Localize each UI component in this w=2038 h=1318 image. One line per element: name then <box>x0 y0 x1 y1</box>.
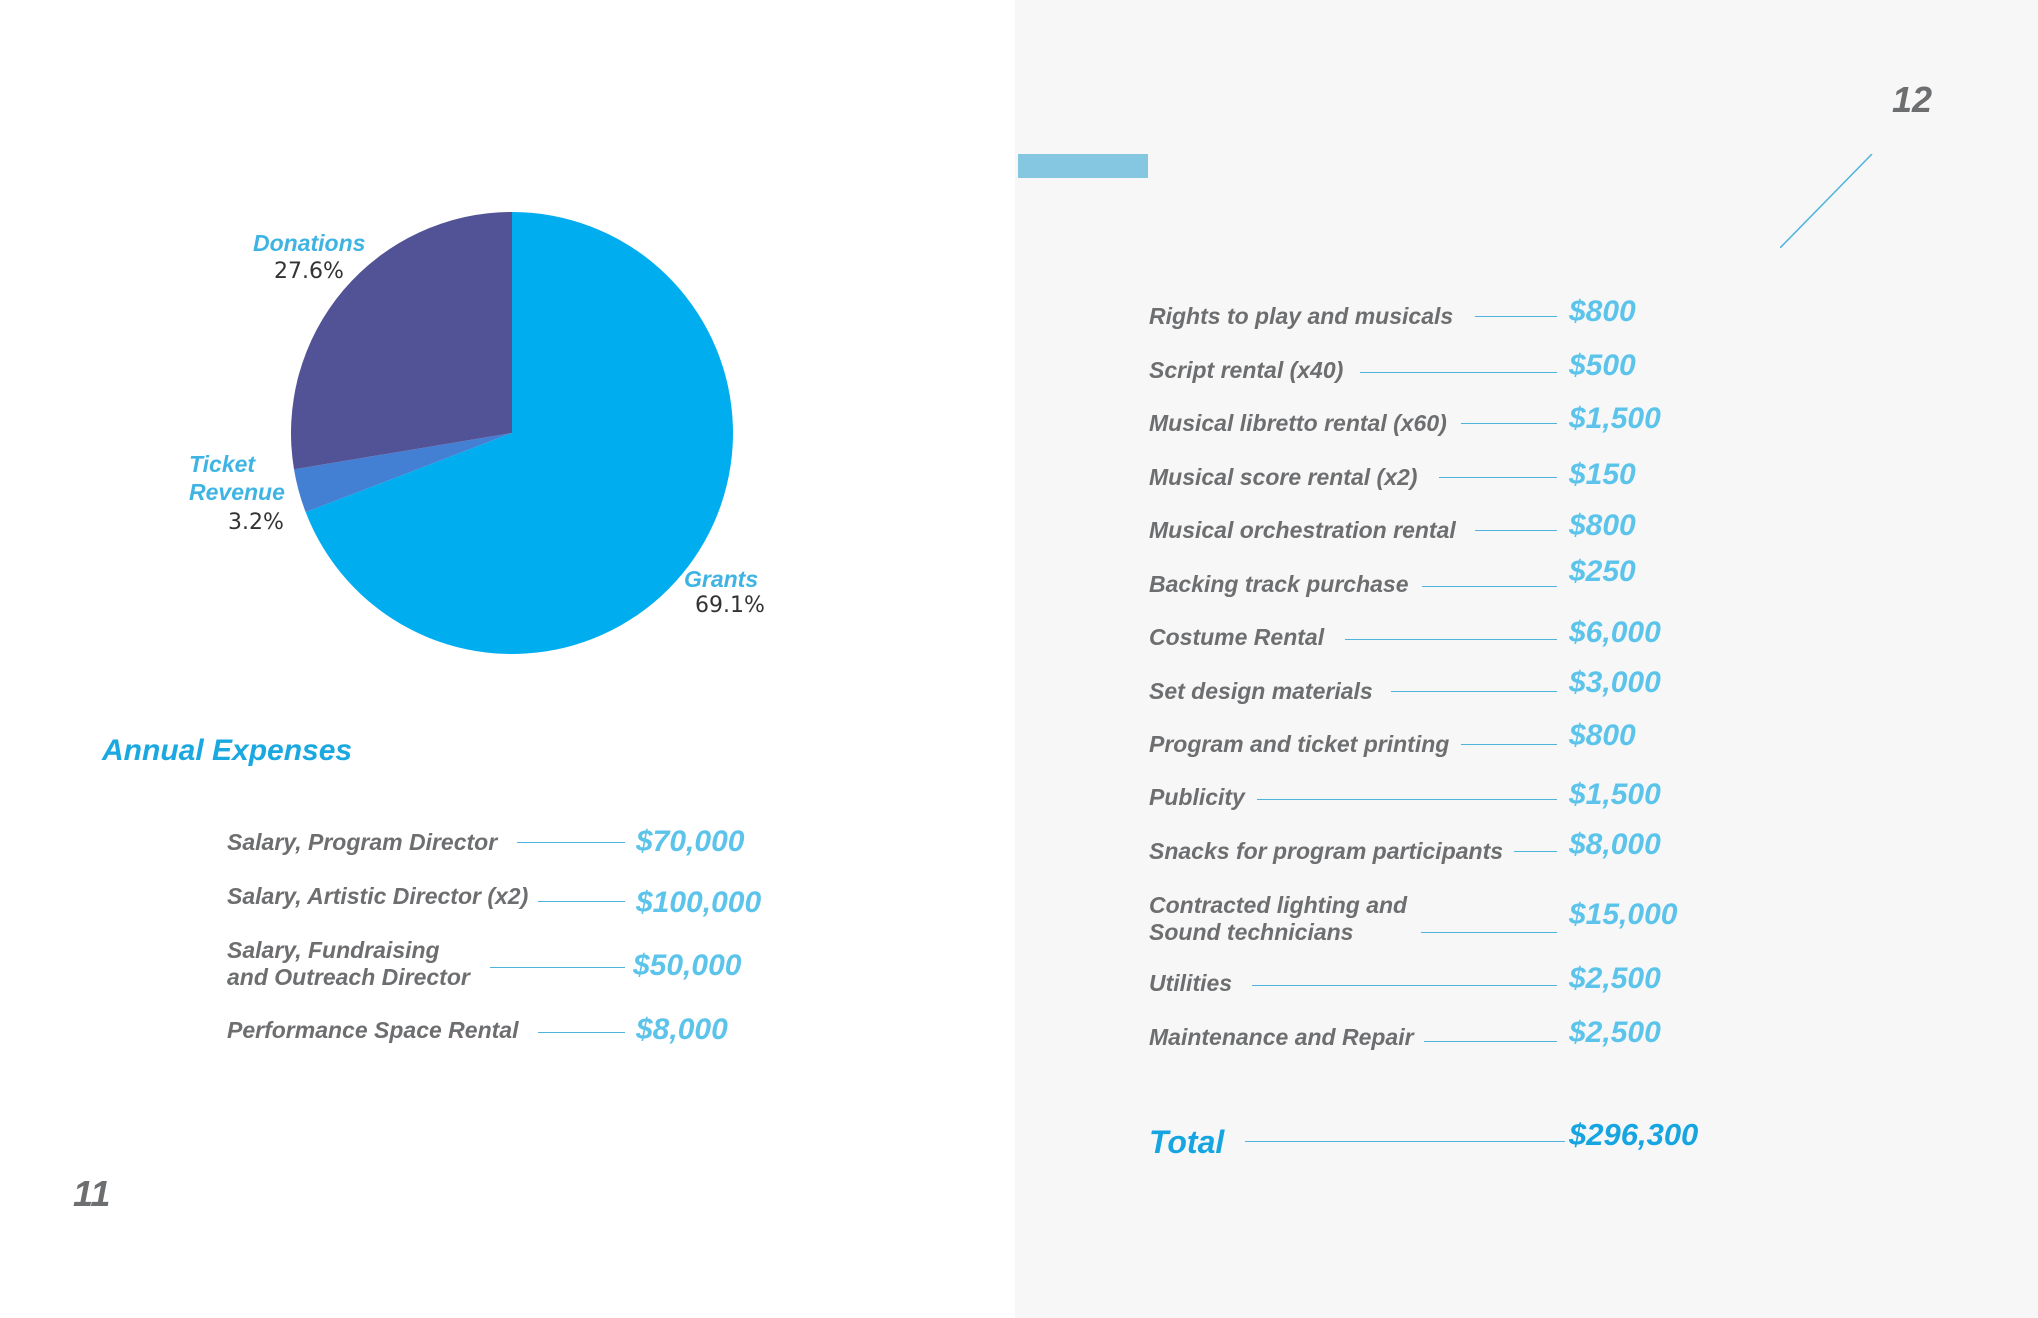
expense-leader-line <box>1461 423 1557 424</box>
expense-label: Set design materials <box>1149 678 1373 704</box>
expense-amount: $150 <box>1569 458 1636 491</box>
expense-label: Musical libretto rental (x60) <box>1149 410 1447 436</box>
expense-amount: $15,000 <box>1569 898 1678 931</box>
total-label: Total <box>1149 1124 1225 1160</box>
expense-row: Publicity $1,500 <box>1149 778 1849 844</box>
expense-leader-line <box>1461 744 1557 745</box>
expense-row: Musical orchestration rental $800 <box>1149 509 1849 577</box>
expense-amount: $2,500 <box>1569 962 1661 995</box>
expense-leader-line <box>1391 691 1557 692</box>
expense-leader-line <box>1421 932 1557 933</box>
total-amount: $296,300 <box>1569 1117 1699 1152</box>
expense-amount: $50,000 <box>633 949 742 982</box>
expense-leader-line <box>1257 799 1557 800</box>
expense-row: Program and ticket printing $800 <box>1149 719 1849 791</box>
expense-label: Snacks for program participants <box>1149 838 1504 864</box>
expense-row: Salary, Program Director $70,000 <box>227 825 927 889</box>
expense-row: Musical score rental (x2) $150 <box>1149 458 1849 524</box>
expense-amount: $1,500 <box>1569 778 1661 811</box>
expense-row: Rights to play and musicals $800 <box>1149 295 1849 363</box>
expense-label: Utilities <box>1149 970 1233 996</box>
page-number-right: 12 <box>1892 79 1933 120</box>
expense-amount: $8,000 <box>1569 828 1661 861</box>
expense-row: Set design materials $3,000 <box>1149 666 1849 738</box>
pie-pct-donations: 27.6% <box>274 259 344 284</box>
expense-row: Script rental (x40) $500 <box>1149 349 1849 417</box>
expense-leader-line <box>1252 985 1557 986</box>
expense-row: Backing track purchase $250 <box>1149 555 1849 631</box>
pie-pct-grants: 69.1% <box>695 593 765 618</box>
expense-amount: $100,000 <box>636 886 762 919</box>
expense-row: Performance Space Rental $8,000 <box>227 1013 927 1077</box>
expense-amount: $8,000 <box>636 1013 728 1046</box>
expense-leader-line <box>1345 639 1557 640</box>
accent-bar <box>1018 154 1148 178</box>
expense-label: Performance Space Rental <box>227 1017 519 1043</box>
expense-label: Maintenance and Repair <box>1149 1024 1414 1050</box>
expense-amount: $500 <box>1569 349 1636 382</box>
expense-amount: $3,000 <box>1569 666 1661 699</box>
total-leader-line <box>1245 1141 1565 1142</box>
page-number-left: 11 <box>73 1173 111 1214</box>
expense-amount: $6,000 <box>1569 616 1661 649</box>
expense-amount: $800 <box>1569 295 1636 328</box>
expense-label: Sound technicians <box>1149 919 1354 945</box>
expense-row: Salary, Artistic Director (x2) $100,000 <box>227 883 927 943</box>
expense-row: Musical libretto rental (x60) $1,500 <box>1149 402 1849 470</box>
expense-leader-line <box>538 901 625 902</box>
expense-row: Utilities $2,500 <box>1149 962 1849 1030</box>
expense-label: Publicity <box>1149 784 1245 810</box>
annual-expenses-title: Annual Expenses <box>102 734 353 767</box>
pie-label-donations: Donations <box>253 230 366 256</box>
pie-label-ticket-revenue-line2: Revenue <box>189 479 285 505</box>
expense-label: Rights to play and musicals <box>1149 303 1454 329</box>
page-left <box>0 0 1015 1318</box>
expense-leader-line <box>538 1032 625 1033</box>
pie-slice-donations <box>291 212 512 470</box>
expense-leader-line <box>1475 530 1557 531</box>
expense-label: Script rental (x40) <box>1149 357 1344 383</box>
expense-amount: $2,500 <box>1569 1016 1661 1049</box>
expense-label: and Outreach Director <box>227 964 470 990</box>
pie-pct-ticket-revenue: 3.2% <box>228 510 284 535</box>
expense-row: Maintenance and Repair $2,500 <box>1149 1016 1849 1084</box>
expense-leader-line <box>1360 372 1557 373</box>
expense-row: Costume Rental $6,000 <box>1149 616 1849 684</box>
expense-label: Salary, Fundraising <box>227 937 440 963</box>
expense-leader-line <box>1514 851 1557 852</box>
pie-label-ticket-revenue-line1: Ticket <box>189 451 256 477</box>
expense-label: Costume Rental <box>1149 624 1325 650</box>
income-pie-chart <box>290 205 735 655</box>
expense-leader-line <box>490 967 625 968</box>
expense-amount: $70,000 <box>636 825 745 858</box>
expense-amount: $800 <box>1569 509 1636 542</box>
expense-label: Contracted lighting and <box>1149 892 1408 918</box>
expense-row: Contracted lighting and Sound technicians… <box>1149 892 1849 952</box>
page-right <box>1015 0 2038 1318</box>
expense-leader-line <box>1422 586 1557 587</box>
accent-diagonal-line <box>1780 154 1873 248</box>
expense-leader-line <box>517 842 625 843</box>
expense-leader-line <box>1475 316 1557 317</box>
expense-amount: $1,500 <box>1569 402 1661 435</box>
expense-row: Salary, Fundraising and Outreach Director… <box>227 937 927 997</box>
expense-label: Program and ticket printing <box>1149 731 1450 757</box>
expense-label: Salary, Program Director <box>227 829 498 855</box>
pie-chart-svg <box>291 212 733 654</box>
expense-amount: $250 <box>1569 555 1636 588</box>
pie-slice-ticket-revenue <box>294 433 512 513</box>
expense-label: Backing track purchase <box>1149 571 1409 597</box>
pie-slice-grants <box>305 212 733 654</box>
expense-row: Snacks for program participants $8,000 <box>1149 828 1849 898</box>
expense-leader-line <box>1439 477 1557 478</box>
expense-leader-line <box>1424 1041 1557 1042</box>
expense-amount: $800 <box>1569 719 1636 752</box>
pie-label-grants: Grants <box>684 566 759 592</box>
expense-label: Salary, Artistic Director (x2) <box>227 883 529 909</box>
expense-label: Musical orchestration rental <box>1149 517 1456 543</box>
expense-label: Musical score rental (x2) <box>1149 464 1418 490</box>
